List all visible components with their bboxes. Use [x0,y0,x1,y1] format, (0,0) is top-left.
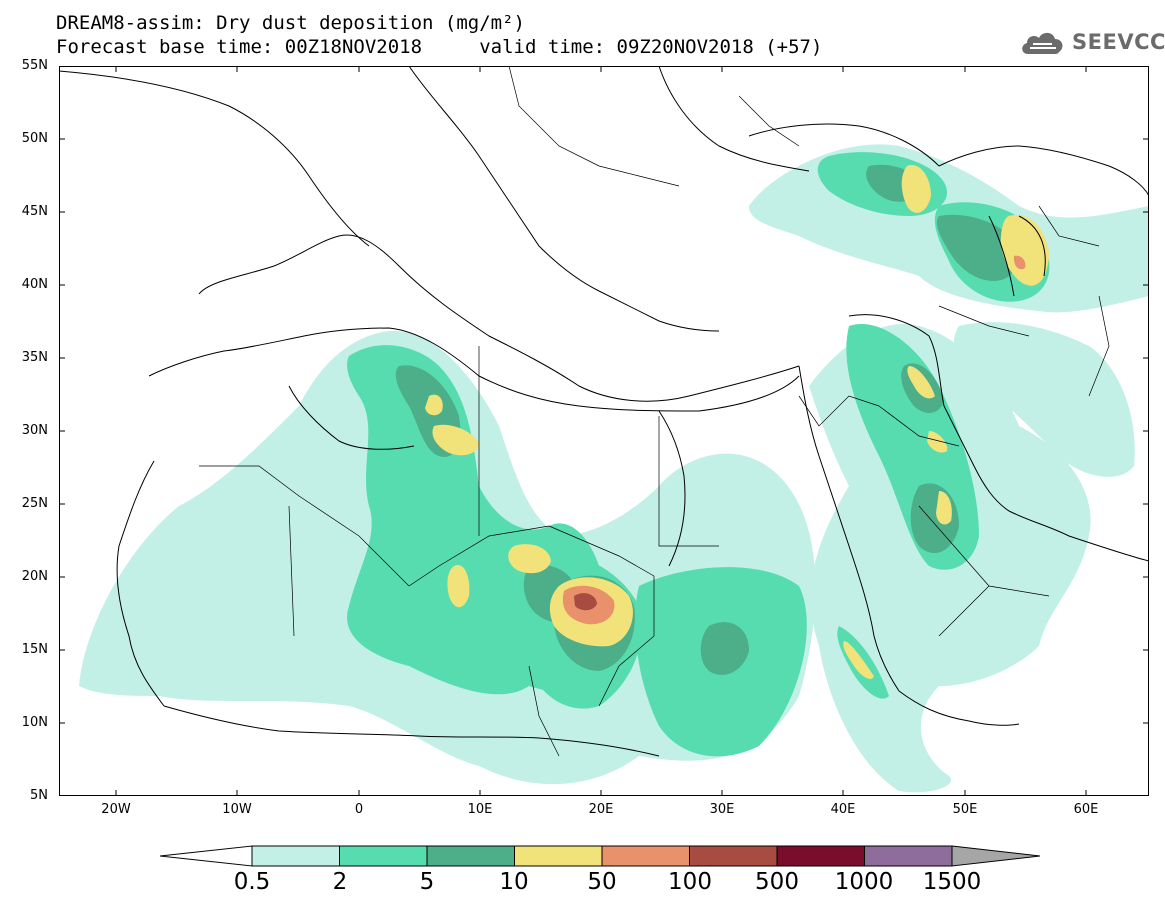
colorbar-label: 1500 [922,869,982,895]
lat-label: 20N [21,569,48,584]
lat-label: 45N [21,204,48,219]
colorbar-low-triangle [160,845,253,867]
lat-label: 25N [21,496,48,511]
lon-label: 10E [467,802,493,817]
colorbar-label: 0.5 [233,869,271,895]
lon-label: 20E [588,802,614,817]
colorbar-high-triangle [951,845,1040,867]
lat-label: 55N [21,58,48,73]
forecast-times: Forecast base time: 00Z18NOV2018 valid t… [56,36,823,58]
colorbar-label: 1000 [834,869,894,895]
lat-label: 5N [30,788,48,803]
colorbar-swatch [514,845,603,867]
lat-label: 35N [21,350,48,365]
colorbar-label: 50 [587,869,617,895]
colorbar-swatch [776,845,865,867]
cloud-icon [1022,32,1063,54]
lat-label: 50N [21,131,48,146]
colorbar-label: 2 [332,869,348,895]
lon-label: 20W [101,802,131,817]
lon-label: 60E [1073,802,1099,817]
colorbar-label: 500 [755,869,799,895]
colorbar-swatch [426,845,515,867]
colorbar-label: 100 [668,869,712,895]
country-borders [199,66,1110,757]
dust-region-iran [953,322,1135,477]
colorbar [160,845,1040,867]
lon-label: 40E [830,802,856,817]
lon-label: 0 [354,802,364,817]
colorbar-swatch [339,845,428,867]
lat-label: 15N [21,642,48,657]
coastlines [59,66,1149,757]
lon-label: 10W [222,802,252,817]
colorbar-swatch [601,845,690,867]
colorbar-swatch [689,845,778,867]
logo-text: SEEVCCC [1072,30,1165,54]
colorbar-label: 5 [419,869,435,895]
lat-label: 10N [21,715,48,730]
map-title: DREAM8-assim: Dry dust deposition (mg/m²… [56,12,525,34]
colorbar-label: 10 [499,869,529,895]
colorbar-swatch [251,845,340,867]
lat-label: 40N [21,277,48,292]
dust-map [59,66,1149,796]
lon-label: 50E [952,802,978,817]
dust-shading [79,144,1149,793]
lon-label: 30E [709,802,735,817]
colorbar-swatch [864,845,953,867]
axis-ticks [59,66,1149,796]
lat-label: 30N [21,423,48,438]
seevccc-logo: SEEVCCC [1018,26,1165,60]
